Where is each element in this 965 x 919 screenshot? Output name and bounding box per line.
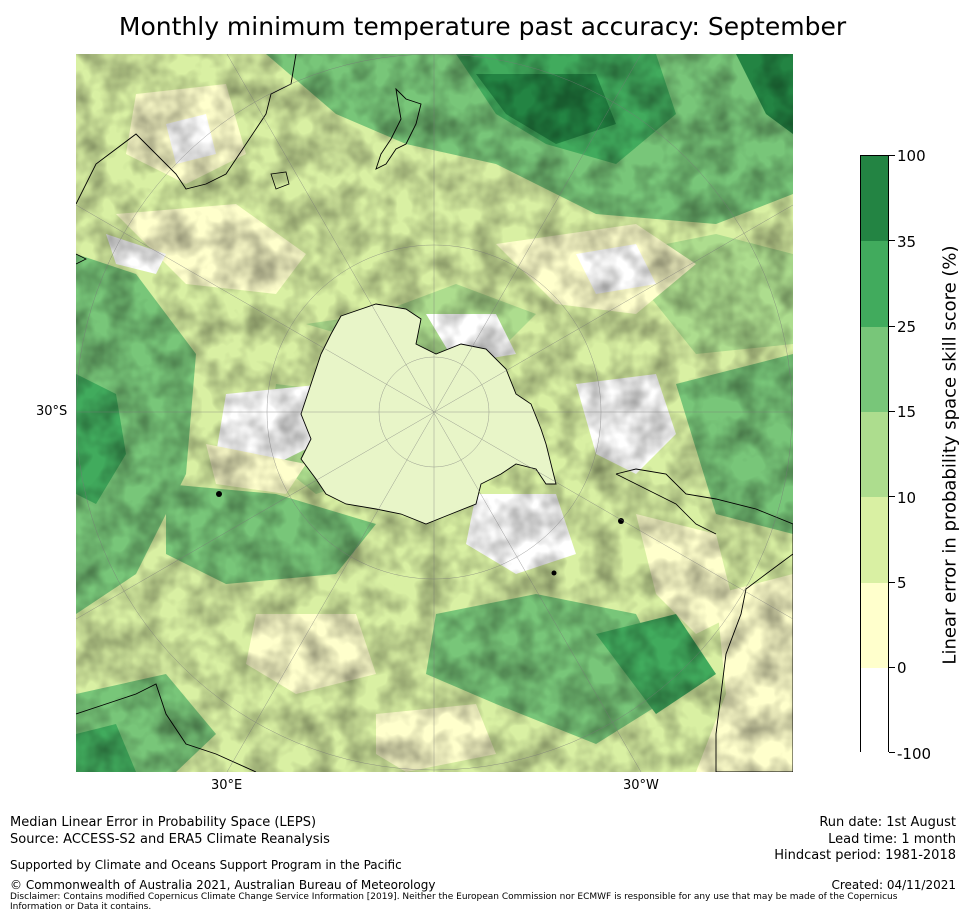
colorbar-tick (889, 326, 895, 327)
colorbar-tick (889, 411, 895, 412)
graticule (76, 54, 793, 772)
colorbar (860, 155, 889, 753)
footer-lead-time: Lead time: 1 month (828, 832, 956, 847)
footer-source: Source: ACCESS-S2 and ERA5 Climate Reana… (10, 832, 330, 847)
colorbar-tick-label: 0 (897, 659, 907, 677)
colorbar-tick (889, 240, 895, 241)
colorbar-tick-label: 5 (897, 574, 907, 592)
footer-support: Supported by Climate and Oceans Support … (10, 858, 402, 872)
colorbar-tick-label: 25 (897, 318, 917, 336)
chart-title: Monthly minimum temperature past accurac… (118, 12, 847, 41)
colorbar-tick (889, 155, 895, 156)
colorbar-bin-neg100-0 (861, 668, 888, 753)
new-zealand-coastline (375, 87, 422, 170)
colorbar-tick (889, 667, 895, 668)
footer-created: Created: 04/11/2021 (831, 878, 956, 892)
footer-copyright: © Commonwealth of Australia 2021, Austra… (10, 878, 436, 892)
footer-disclaimer: Disclaimer: Contains modified Copernicus… (10, 892, 898, 912)
africa-coastline (76, 683, 257, 772)
map-panel (76, 54, 793, 772)
lat-label-30s: 30°S (36, 404, 68, 419)
map-svg (76, 54, 793, 772)
colorbar-bin-35-100 (861, 156, 888, 241)
colorbar-bin-5-10 (861, 497, 888, 583)
colorbar-tick-label: 35 (897, 233, 917, 251)
lon-label-30w: 30°W (623, 778, 659, 793)
footer-run-date: Run date: 1st August (819, 815, 956, 830)
colorbar-tick (889, 752, 895, 753)
colorbar-bin-15-25 (861, 327, 888, 412)
colorbar-tick-label: -100 (897, 745, 932, 763)
colorbar-tick-label: 100 (897, 147, 926, 165)
colorbar-tick-label: 15 (897, 403, 917, 421)
colorbar-title: Linear error in probability space skill … (939, 245, 961, 665)
australia-coastline (76, 54, 297, 205)
colorbar-tick-label: 10 (897, 489, 917, 507)
colorbar-bin-10-15 (861, 412, 888, 497)
colorbar-bin-0-5 (861, 583, 888, 668)
colorbar-bin-25-35 (861, 241, 888, 327)
footer-hindcast: Hindcast period: 1981-2018 (774, 848, 956, 863)
colorbar-tick (889, 582, 895, 583)
footer-method: Median Linear Error in Probability Space… (10, 815, 317, 830)
antarctica-coastline (300, 303, 557, 525)
south-america-coastline (615, 468, 793, 772)
lon-label-30e: 30°E (211, 778, 243, 793)
colorbar-tick (889, 496, 895, 497)
